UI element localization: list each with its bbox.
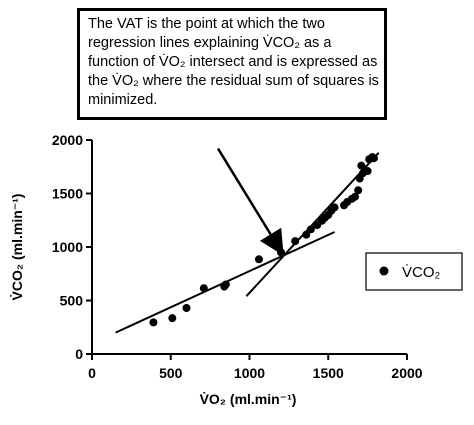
x-axis-label: V̇O₂ (ml.min⁻¹)	[200, 391, 297, 407]
data-point	[149, 318, 158, 327]
y-tick-label: 500	[60, 293, 84, 309]
data-point	[199, 284, 208, 293]
data-point	[351, 192, 360, 201]
y-tick-label: 2000	[52, 132, 83, 148]
y-tick-label: 1000	[52, 239, 83, 255]
y-tick-label: 0	[75, 346, 83, 362]
data-point	[302, 230, 311, 239]
annotation-box: The VAT is the point at which the two re…	[77, 8, 387, 120]
data-point	[363, 167, 372, 176]
legend-marker	[379, 266, 389, 276]
x-tick-label: 2000	[391, 365, 422, 381]
legend-label: V̇CO₂	[402, 264, 441, 281]
data-points	[149, 153, 378, 327]
y-tick-label: 1500	[52, 186, 83, 202]
annotation-line-1: The VAT is the point at which the two	[88, 16, 325, 32]
x-tick-label: 0	[88, 365, 96, 381]
annotation-line-3: function of V̇O₂ intersect and is expres…	[88, 54, 378, 70]
data-point	[168, 314, 177, 323]
y-axis-label: V̇CO₂ (ml.min⁻¹)	[9, 194, 25, 301]
regression-lines	[115, 152, 380, 334]
axes: 0 500 1000 1500 2000 0 500 1000 1500 2000	[52, 132, 423, 381]
vat-arrow	[216, 147, 284, 256]
x-tick-label: 1500	[313, 365, 344, 381]
data-point	[306, 225, 315, 234]
annotation-line-4: the V̇O₂ where the residual sum of squar…	[88, 73, 379, 89]
arrow-shaft	[216, 147, 284, 256]
data-point	[357, 161, 366, 170]
x-tick-label: 500	[159, 365, 183, 381]
data-point	[291, 237, 300, 246]
annotation-line-2: regression lines explaining V̇CO₂ as a	[88, 35, 332, 51]
data-point	[254, 255, 263, 264]
data-point	[330, 203, 339, 212]
data-point	[369, 154, 378, 163]
data-point	[221, 280, 230, 289]
data-point	[182, 303, 191, 312]
x-tick-label: 1000	[234, 365, 265, 381]
annotation-line-5: minimized.	[88, 92, 158, 108]
regression-line-2	[245, 152, 380, 297]
data-point	[354, 186, 363, 195]
legend: V̇CO₂	[365, 252, 463, 291]
